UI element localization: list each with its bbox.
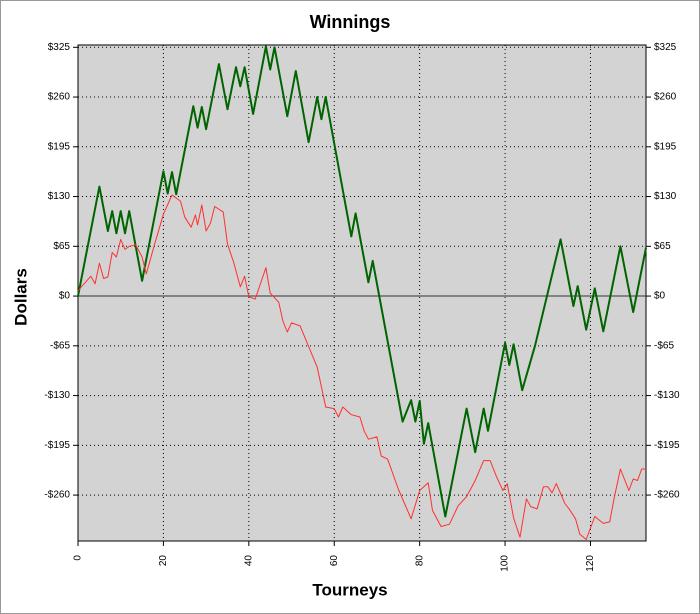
y-tick-label: $0 xyxy=(59,291,71,302)
x-tick-label: 100 xyxy=(500,555,511,572)
y-tick-label: $325 xyxy=(48,42,71,53)
x-axis-title: Tourneys xyxy=(312,580,387,599)
series-line xyxy=(77,45,647,518)
x-tick-label: 120 xyxy=(585,555,596,572)
y-tick-label: -$65 xyxy=(50,340,70,351)
x-tick-label: 40 xyxy=(243,555,254,567)
y2-tick-label: -$65 xyxy=(654,340,674,351)
y-tick-label: -$260 xyxy=(44,490,70,501)
y2-tick-label: $195 xyxy=(654,141,677,152)
y-tick-label: $65 xyxy=(53,241,70,252)
y-axis-title: Dollars xyxy=(11,268,30,326)
x-tick-label: 20 xyxy=(158,555,169,567)
y-tick-label: $195 xyxy=(48,141,71,152)
y2-tick-label: -$130 xyxy=(654,390,680,401)
y2-tick-label: $260 xyxy=(654,92,677,103)
series-line xyxy=(77,194,646,540)
y-tick-label: -$195 xyxy=(44,440,70,451)
plot-area xyxy=(77,44,647,542)
y2-tick-label: $0 xyxy=(654,291,666,302)
y2-tick-label: $130 xyxy=(654,191,677,202)
y2-tick-label: -$260 xyxy=(654,490,680,501)
x-tick-label: 0 xyxy=(73,555,84,561)
y2-tick-label: $325 xyxy=(654,42,677,53)
y2-tick-label: $65 xyxy=(654,241,671,252)
y-tick-label: $130 xyxy=(48,191,71,202)
y2-tick-label: -$195 xyxy=(654,440,680,451)
x-tick-label: 80 xyxy=(414,555,425,567)
y-tick-label: -$130 xyxy=(44,390,70,401)
y-tick-label: $260 xyxy=(48,92,71,103)
chart-title: Winnings xyxy=(310,12,391,32)
x-tick-label: 60 xyxy=(329,555,340,567)
